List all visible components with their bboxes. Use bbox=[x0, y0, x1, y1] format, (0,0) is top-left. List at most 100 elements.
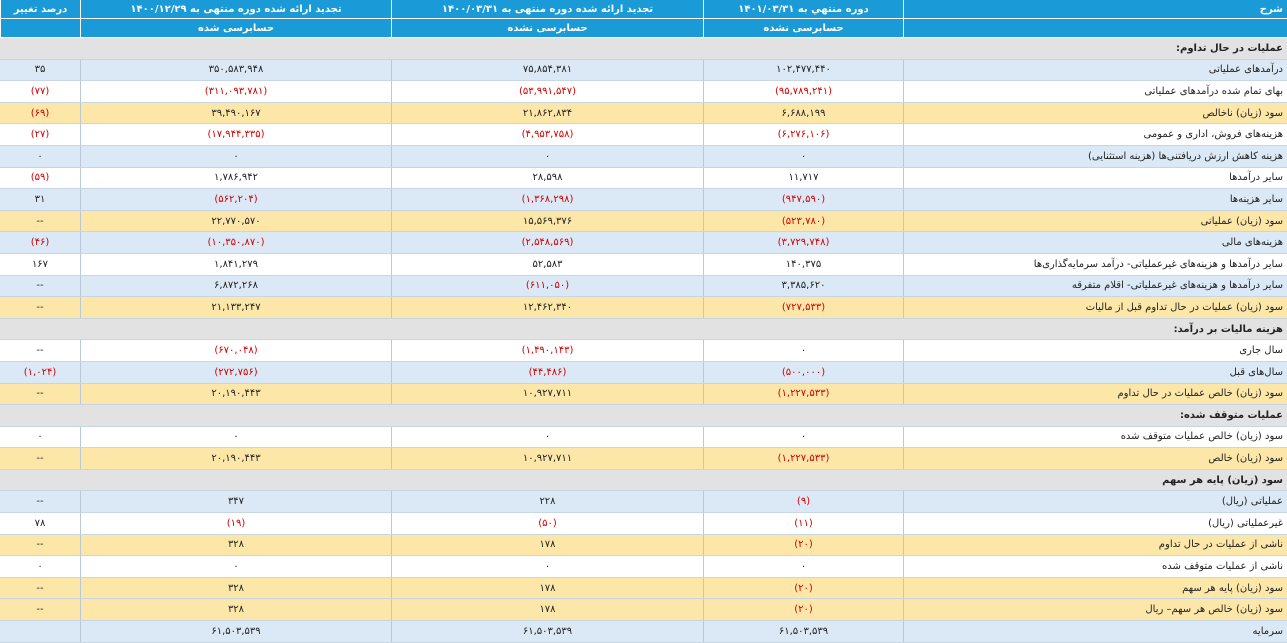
data-row: عملیاتی (ریال) (۹) ۲۲۸ ۳۴۷ -- bbox=[0, 491, 1287, 514]
data-row: درآمدهای عملیاتی ۱۰۲,۴۷۷,۴۴۰ ۷۵,۸۵۴,۳۸۱ ۳۵۰… bbox=[0, 59, 1287, 82]
value-cell: -- bbox=[36, 280, 44, 292]
value-cell: ۱۵,۵۶۹,۳۷۶ bbox=[391, 210, 703, 232]
value-cell: ۲۲۸ bbox=[391, 491, 703, 513]
data-row: هزینه کاهش ارزش دریافتنی‌ها (هزینه استثن… bbox=[0, 145, 1287, 168]
data-row: هزینه‌های مالی (۳,۷۲۹,۷۴۸) (۲,۵۴۸,۵۶۹) (۱۰,… bbox=[0, 232, 1287, 254]
value-cell: (۲۰) bbox=[703, 599, 903, 621]
data-row: غیرعملیاتی (ریال) (۱۱) (۵۰) (۱۹) ۷۸ bbox=[0, 513, 1287, 535]
row-label: سود (زیان) پایه هر سهم bbox=[1162, 474, 1283, 486]
value-cell: ۱۶۷ bbox=[31, 258, 49, 270]
row-label: ناشی از عملیات در حال تداوم bbox=[903, 534, 1287, 556]
value-cell: (۷۷) bbox=[30, 85, 50, 97]
value-cell: (۴۶) bbox=[30, 237, 50, 249]
value-cell: ۱۴۰,۳۷۵ bbox=[703, 253, 903, 275]
row-label: سود (زیان) خالص عملیات متوقف شده bbox=[903, 426, 1287, 448]
row-label: سود (زیان) عملیاتی bbox=[903, 210, 1287, 232]
value-cell: (۵۳,۹۹۱,۵۴۷) bbox=[391, 81, 703, 102]
value-cell: ۲۰,۱۹۰,۴۴۳ bbox=[80, 383, 391, 405]
value-cell: ۷۸ bbox=[34, 517, 46, 529]
value-cell: ۶۱,۵۰۳,۵۳۹ bbox=[80, 621, 391, 642]
data-row: ناشی از عملیات در حال تداوم (۲۰) ۱۷۸ ۳۲۸ -- bbox=[0, 534, 1287, 557]
data-row: سود (زیان) خالص عملیات متوقف شده ۰ ۰ ۰ ۰ bbox=[0, 426, 1287, 449]
value-cell: ۷۵,۸۵۴,۳۸۱ bbox=[391, 59, 703, 81]
value-cell: ۳۵ bbox=[34, 64, 46, 76]
value-cell: (۱۹) bbox=[80, 513, 391, 534]
value-cell: ۰ bbox=[80, 426, 391, 448]
header-cell: حسابرسی شده bbox=[80, 19, 391, 37]
row-label: سال‌های قبل bbox=[903, 361, 1287, 383]
data-row: سال‌های قبل (۵۰۰,۰۰۰) (۴۴,۴۸۶) (۲۷۲,۷۵۶) (۱,… bbox=[0, 361, 1287, 384]
value-cell: (۱,۴۹۰,۱۴۳) bbox=[391, 340, 703, 361]
value-cell: ۳۹,۴۹۰,۱۶۷ bbox=[80, 102, 391, 124]
value-cell: (۶۹) bbox=[30, 107, 50, 119]
data-row: سود (زیان) ناخالص ۶,۶۸۸,۱۹۹ ۲۱,۸۶۲,۸۳۴ ۳۹,۴… bbox=[0, 102, 1287, 125]
row-label: سود (زیان) عملیات در حال تداوم قبل از ما… bbox=[903, 297, 1287, 318]
value-cell: -- bbox=[36, 453, 44, 465]
value-cell: ۰ bbox=[37, 561, 43, 573]
value-cell: ۱,۷۸۶,۹۴۲ bbox=[80, 167, 391, 189]
row-label: درآمدهای عملیاتی bbox=[903, 59, 1287, 81]
value-cell: ۱۷۸ bbox=[391, 577, 703, 599]
value-cell: ۶,۶۸۸,۱۹۹ bbox=[703, 102, 903, 124]
header-cell bbox=[0, 19, 80, 37]
header-cell: حسابرسی نشده bbox=[391, 19, 703, 37]
value-cell: -- bbox=[36, 539, 44, 551]
data-row: ناشی از عملیات متوقف شده ۰ ۰ ۰ ۰ bbox=[0, 556, 1287, 578]
value-cell: ۱,۸۴۱,۲۷۹ bbox=[80, 253, 391, 275]
value-cell: ۱۰,۹۲۷,۷۱۱ bbox=[391, 383, 703, 405]
value-cell: (۱۷,۹۴۴,۳۳۵) bbox=[80, 124, 391, 145]
value-cell: ۶۱,۵۰۳,۵۳۹ bbox=[703, 621, 903, 642]
value-cell: -- bbox=[36, 604, 44, 616]
header-cell: درصد تغییر bbox=[0, 0, 80, 18]
row-label: عملیات در حال تداوم: bbox=[1176, 42, 1283, 54]
header-cell: حسابرسی نشده bbox=[703, 19, 903, 37]
value-cell: (۱,۰۲۴) bbox=[23, 366, 57, 378]
value-cell: (۷۲۷,۵۳۳) bbox=[703, 297, 903, 318]
value-cell: ۲۱,۱۳۳,۲۴۷ bbox=[80, 297, 391, 318]
value-cell: (۲,۵۴۸,۵۶۹) bbox=[391, 232, 703, 253]
value-cell: ۳۱ bbox=[34, 193, 46, 205]
value-cell: ۱۷۸ bbox=[391, 599, 703, 621]
value-cell: ۲۸,۵۹۸ bbox=[391, 167, 703, 189]
value-cell: ۳۲۸ bbox=[80, 534, 391, 556]
row-label: هزینه‌های مالی bbox=[903, 232, 1287, 253]
value-cell: (۳,۷۲۹,۷۴۸) bbox=[703, 232, 903, 253]
data-row: سود (زیان) خالص (۱,۲۲۷,۵۳۳) ۱۰,۹۲۷,۷۱۱ ۲۰,۱… bbox=[0, 448, 1287, 470]
row-label: سود (زیان) خالص bbox=[903, 448, 1287, 469]
data-row: سایر هزینه‌ها (۹۴۷,۵۹۰) (۱,۳۶۸,۲۹۸) (۵۶۲,۲۰… bbox=[0, 189, 1287, 211]
row-label: سایر درآمدها و هزینه‌های غیرعملیاتی- اقل… bbox=[903, 275, 1287, 297]
row-label: سرمایه bbox=[903, 621, 1287, 642]
value-cell: ۰ bbox=[80, 556, 391, 577]
data-row: سرمایه ۶۱,۵۰۳,۵۳۹ ۶۱,۵۰۳,۵۳۹ ۶۱,۵۰۳,۵۳۹ bbox=[0, 621, 1287, 643]
row-label: هزینه کاهش ارزش دریافتنی‌ها (هزینه استثن… bbox=[903, 145, 1287, 167]
value-cell: ۰ bbox=[703, 556, 903, 577]
section-row: عملیات در حال تداوم: bbox=[0, 38, 1287, 60]
value-cell: (۴,۹۵۳,۷۵۸) bbox=[391, 124, 703, 145]
header-cell: دوره منتهي به ۱۴۰۱/۰۳/۳۱ bbox=[703, 0, 903, 18]
value-cell: ۶,۸۷۲,۲۶۸ bbox=[80, 275, 391, 297]
value-cell: ۳,۳۸۵,۶۲۰ bbox=[703, 275, 903, 297]
data-row: سود (زیان) عملیاتی (۵۲۳,۷۸۰) ۱۵,۵۶۹,۳۷۶ ۲۲,… bbox=[0, 210, 1287, 233]
value-cell: (۶۱۱,۰۵۰) bbox=[391, 275, 703, 297]
data-row: سود (زیان) خالص عملیات در حال تداوم (۱,۲۲… bbox=[0, 383, 1287, 406]
row-label: سایر درآمدها و هزینه‌های غیرعملیاتی- درآ… bbox=[903, 253, 1287, 275]
header-row: حسابرسی نشده حسابرسی نشده حسابرسی شده bbox=[0, 19, 1287, 38]
row-label: عملیاتی (ریال) bbox=[903, 491, 1287, 513]
value-cell: (۵۶۲,۲۰۴) bbox=[80, 189, 391, 210]
row-label: هزینه مالیات بر درآمد: bbox=[1173, 323, 1283, 335]
value-cell: ۳۲۸ bbox=[80, 599, 391, 621]
value-cell: (۲۷۲,۷۵۶) bbox=[80, 361, 391, 383]
value-cell: (۶۷۰,۰۴۸) bbox=[80, 340, 391, 361]
data-row: سایر درآمدها و هزینه‌های غیرعملیاتی- درآ… bbox=[0, 253, 1287, 276]
value-cell: (۵۲۳,۷۸۰) bbox=[703, 210, 903, 232]
value-cell: (۴۴,۴۸۶) bbox=[391, 361, 703, 383]
value-cell: (۲۷) bbox=[30, 129, 50, 141]
header-cell: تجدید ارائه شده دوره منتهی به ۱۴۰۰/۱۲/۲۹ bbox=[80, 0, 391, 18]
value-cell: ۲۰,۱۹۰,۴۴۳ bbox=[80, 448, 391, 469]
row-label: سایر درآمدها bbox=[903, 167, 1287, 189]
data-row: سود (زیان) خالص هر سهم– ریال (۲۰) ۱۷۸ ۳۲۸ -- bbox=[0, 599, 1287, 622]
data-row: سود (زیان) عملیات در حال تداوم قبل از ما… bbox=[0, 297, 1287, 319]
data-row: سود (زیان) پایه هر سهم (۲۰) ۱۷۸ ۳۲۸ -- bbox=[0, 577, 1287, 600]
